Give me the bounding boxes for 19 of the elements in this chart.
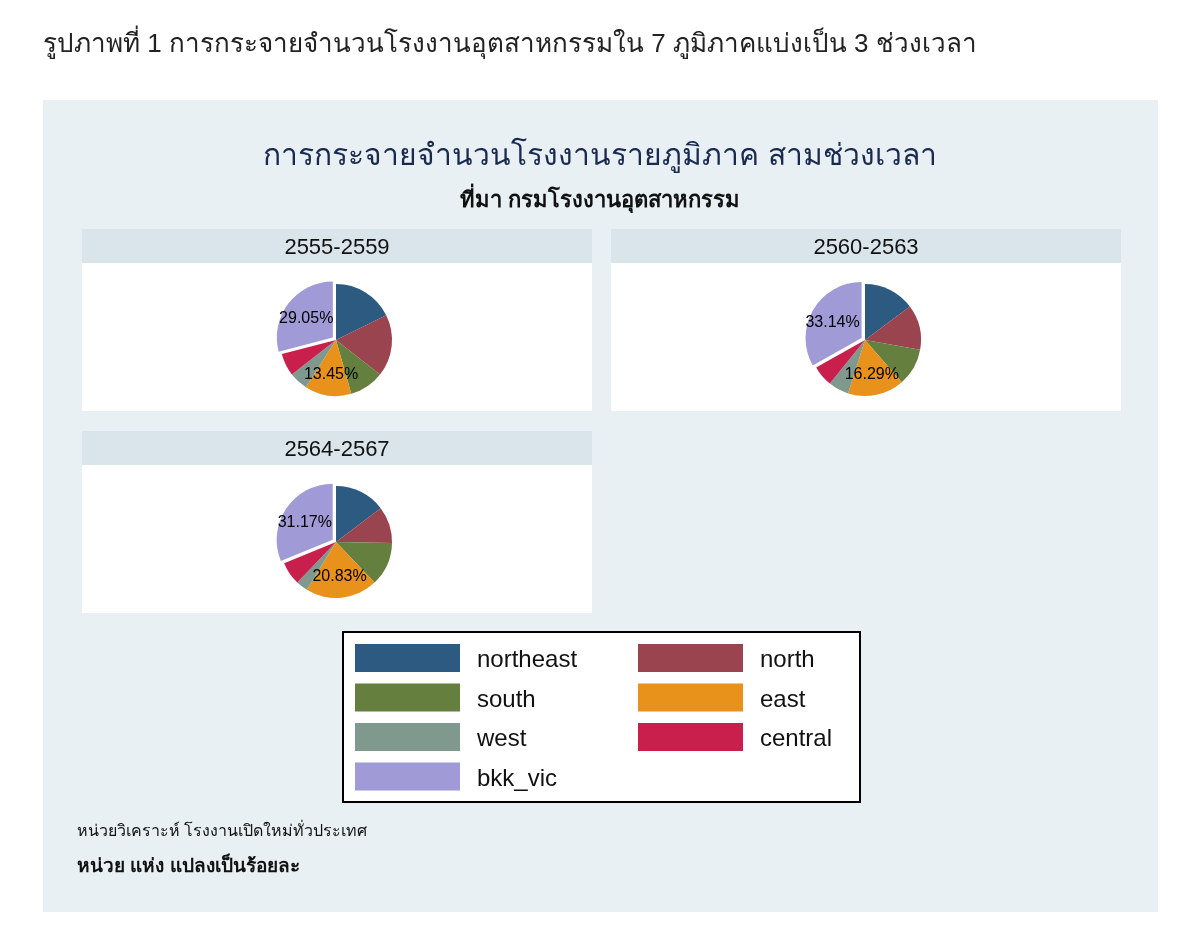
data-label: 20.83% <box>312 567 367 585</box>
legend-label: central <box>760 724 833 751</box>
legend-label: northeast <box>477 645 578 672</box>
data-label: 31.17% <box>277 513 332 531</box>
legend-label: west <box>476 724 527 751</box>
text: หน่วย แห่ง แปลงเป็นร้อยละ <box>77 853 300 876</box>
legend-label: bkk_vic <box>477 763 558 791</box>
text: หน่วยวิเคราะห์ โรงงานเปิดใหม่ทั่วประเทศ <box>77 819 368 839</box>
legend-label: east <box>760 684 806 712</box>
legend-label: south <box>477 684 536 712</box>
chart-title: 2560-2563 <box>813 234 919 259</box>
text: การกระจายจำนวนโรงงานรายภูมิภาค สามช่วงเวลา <box>263 137 937 173</box>
text: ที่มา กรมโรงงานอุตสาหกรรม <box>459 183 741 214</box>
chart-title: 2564-2567 <box>284 436 390 461</box>
data-label: 33.14% <box>805 313 860 330</box>
data-label: 29.05% <box>279 309 334 326</box>
legend-label: north <box>760 645 815 672</box>
text: รูปภาพที่ 1 การกระจายจำนวนโรงงานอุตสาหกรรมใน 7 ภูมิภาคแบ่งเป็น 3 ช่วงเวลา <box>43 25 977 59</box>
chart-title: 2555-2559 <box>284 234 390 259</box>
